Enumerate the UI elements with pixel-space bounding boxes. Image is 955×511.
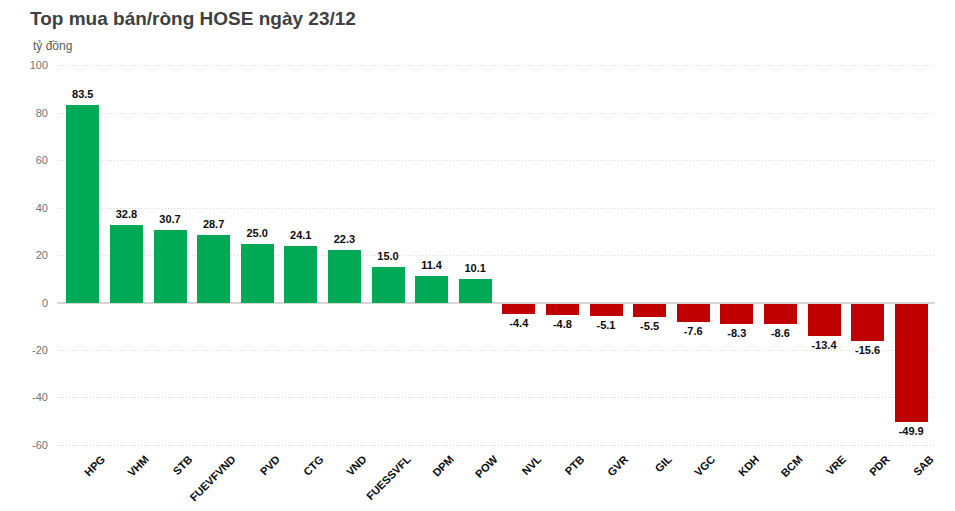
bar-pvd (241, 244, 274, 303)
y-axis-tick: 60 (8, 154, 48, 167)
value-label-gvr: -5.1 (582, 319, 630, 332)
value-label-vnd: 22.3 (320, 233, 368, 246)
gridline (57, 208, 935, 209)
bar-vhm (110, 225, 143, 303)
bar-dpm (415, 276, 448, 303)
value-label-hpg: 83.5 (59, 88, 107, 101)
gridline (57, 255, 935, 256)
y-axis-tick: 100 (8, 59, 48, 72)
gridline (57, 113, 935, 114)
value-label-pow: 10.1 (451, 262, 499, 275)
bar-sab (895, 304, 928, 422)
value-label-fuessvfl: 15.0 (364, 250, 412, 263)
y-axis-tick: 40 (8, 202, 48, 215)
value-label-dpm: 11.4 (408, 259, 456, 272)
x-axis-label-vgc: VGC (692, 453, 717, 478)
x-axis-label-pvd: PVD (257, 453, 281, 477)
bar-hpg (66, 105, 99, 303)
x-axis-label-nvl: NVL (519, 453, 543, 477)
bar-nvl (502, 304, 535, 314)
bar-stb (154, 230, 187, 303)
bar-ctg (284, 246, 317, 303)
y-axis-tick: 0 (8, 297, 48, 310)
x-axis-label-sab: SAB (911, 453, 936, 478)
gridline (57, 65, 935, 66)
bar-fuessvfl (372, 267, 405, 303)
bar-bcm (764, 304, 797, 324)
bar-pow (459, 279, 492, 303)
y-axis-tick: -60 (8, 439, 48, 452)
gridline (57, 445, 935, 446)
value-label-vre: -13.4 (800, 339, 848, 352)
y-axis-tick: -20 (8, 344, 48, 357)
x-axis-label-kdh: KDH (736, 453, 761, 478)
plot-area: 100 80 60 40 20 0 -20 -40 -60 83.5 HPG 32.8 VHM 30.7 S… (0, 0, 955, 511)
value-label-sab: -49.9 (887, 425, 935, 438)
x-axis-label-vnd: VND (344, 453, 369, 478)
bar-gvr (590, 304, 623, 316)
y-axis-tick: 20 (8, 249, 48, 262)
value-label-fuevfvnd: 28.7 (190, 218, 238, 231)
value-label-ctg: 24.1 (277, 229, 325, 242)
x-axis-label-fuevfvnd: FUEVFVND (188, 453, 238, 503)
value-label-vgc: -7.6 (669, 325, 717, 338)
value-label-gil: -5.5 (626, 320, 674, 333)
bar-vre (808, 304, 841, 336)
gridline (57, 160, 935, 161)
y-axis-tick: -40 (8, 391, 48, 404)
x-axis-label-hpg: HPG (82, 453, 107, 478)
x-axis-label-ptb: PTB (563, 453, 587, 477)
value-label-nvl: -4.4 (495, 317, 543, 330)
value-label-pdr: -15.6 (844, 344, 892, 357)
gridline (57, 397, 935, 398)
x-axis-zero-line (57, 302, 935, 304)
value-label-kdh: -8.3 (713, 327, 761, 340)
x-axis-label-bcm: BCM (779, 453, 805, 479)
x-axis-label-pow: POW (473, 453, 500, 480)
x-axis-label-gil: GIL (653, 453, 674, 474)
x-axis-label-fuessvfl: FUESSVFL (363, 453, 412, 502)
value-label-ptb: -4.8 (538, 318, 586, 331)
x-axis-label-gvr: GVR (605, 453, 630, 478)
bar-gil (633, 304, 666, 317)
bar-pdr (851, 304, 884, 341)
x-axis-label-dpm: DPM (430, 453, 456, 479)
bar-ptb (546, 304, 579, 315)
x-axis-label-vre: VRE (824, 453, 848, 477)
x-axis-label-pdr: PDR (867, 453, 892, 478)
bar-kdh (720, 304, 753, 324)
bar-fuevfvnd (197, 235, 230, 303)
x-axis-label-ctg: CTG (300, 453, 325, 478)
bar-vgc (677, 304, 710, 322)
value-label-stb: 30.7 (146, 213, 194, 226)
value-label-bcm: -8.6 (756, 327, 804, 340)
value-label-vhm: 32.8 (102, 208, 150, 221)
y-axis-tick: 80 (8, 107, 48, 120)
bar-vnd (328, 250, 361, 303)
x-axis-label-stb: STB (170, 453, 194, 477)
chart: Top mua bán/ròng HOSE ngày 23/12 tỷ đồng… (0, 0, 955, 511)
value-label-pvd: 25.0 (233, 227, 281, 240)
x-axis-label-vhm: VHM (125, 453, 151, 479)
